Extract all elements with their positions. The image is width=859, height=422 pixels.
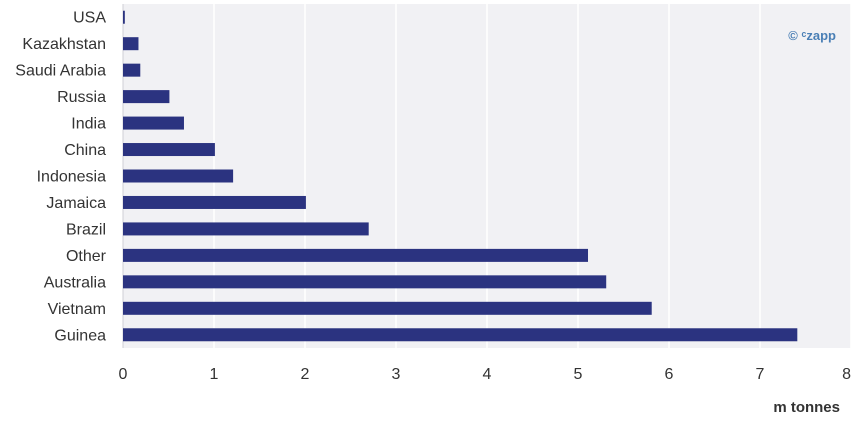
x-tick-label: 7 [756, 366, 765, 383]
bar-jamaica [123, 195, 306, 209]
bars [123, 10, 798, 342]
category-label: Kazakhstan [22, 36, 106, 53]
bar-other [123, 248, 589, 262]
category-label: USA [73, 10, 106, 27]
x-tick-label: 0 [119, 366, 128, 383]
x-tick-label: 6 [665, 366, 674, 383]
x-tick-label: 8 [842, 366, 851, 383]
bar-india [123, 116, 184, 130]
x-axis-unit-label: m tonnes [773, 399, 840, 416]
category-label: Russia [57, 89, 106, 106]
x-tick-label: 3 [392, 366, 401, 383]
copyright-credit: © ᶜzapp [788, 28, 836, 43]
bar-vietnam [123, 301, 652, 315]
x-tick-label: 2 [301, 366, 310, 383]
category-label: China [64, 142, 106, 159]
x-tick-label: 5 [574, 366, 583, 383]
gridlines [213, 4, 852, 348]
bar-indonesia [123, 169, 234, 183]
bar-usa [123, 10, 125, 24]
bar-brazil [123, 222, 369, 236]
category-label: Guinea [54, 327, 106, 344]
category-label: Saudi Arabia [15, 63, 106, 80]
bar-guinea [123, 328, 798, 342]
category-label: Brazil [66, 221, 106, 238]
category-label: Jamaica [46, 195, 106, 212]
bar-russia [123, 90, 170, 104]
category-label: Vietnam [48, 301, 106, 318]
bar-kazakhstan [123, 37, 139, 51]
x-tick-labels: 0 1 2 3 4 5 6 7 8 [119, 366, 852, 383]
category-label: Other [66, 248, 107, 265]
bar-saudi-arabia [123, 63, 141, 77]
category-labels: USA Kazakhstan Saudi Arabia Russia India Chin… [15, 10, 106, 345]
category-label: Australia [44, 274, 106, 291]
category-label: Indonesia [37, 169, 106, 186]
x-tick-label: 4 [483, 366, 492, 383]
category-label: India [71, 116, 106, 133]
x-tick-label: 1 [210, 366, 219, 383]
bar-china [123, 143, 215, 157]
bar-australia [123, 275, 607, 289]
